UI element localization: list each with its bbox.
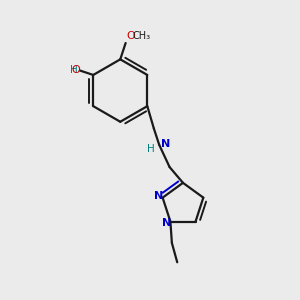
Text: O: O xyxy=(126,31,135,40)
Text: N: N xyxy=(161,139,170,149)
Text: H: H xyxy=(147,144,155,154)
Text: H: H xyxy=(70,64,78,75)
Text: CH₃: CH₃ xyxy=(132,31,150,40)
Text: O: O xyxy=(71,64,80,75)
Text: N: N xyxy=(162,218,172,228)
Text: N: N xyxy=(154,191,164,201)
